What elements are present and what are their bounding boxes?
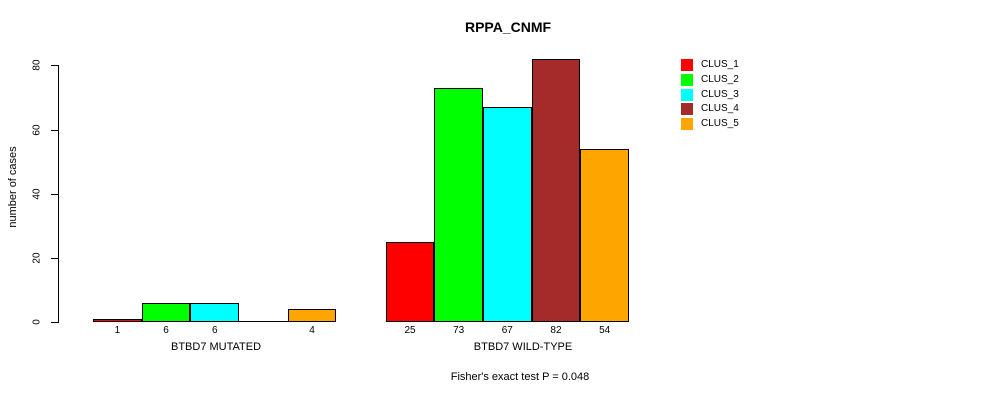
bar-value-label: 25	[404, 325, 416, 336]
bar-value-label: 6	[163, 325, 169, 336]
legend-item-clus_1: CLUS_1	[681, 58, 739, 73]
y-tick-mark	[51, 322, 58, 323]
legend-label: CLUS_2	[701, 74, 739, 86]
bar-clus_5-mutated	[287, 309, 337, 322]
legend-swatch-clus_1	[681, 59, 693, 72]
y-axis-line	[58, 65, 59, 323]
bar-clus_2-mutated	[141, 302, 191, 322]
y-tick-mark	[51, 257, 58, 259]
x-group-label-mutated: BTBD7 MUTATED	[170, 341, 262, 353]
legend: CLUS_1 CLUS_2 CLUS_3 CLUS_4 CLUS_5	[681, 58, 739, 131]
fisher-test-annotation: Fisher's exact test P = 0.048	[450, 371, 590, 383]
legend-swatch-clus_3	[681, 88, 693, 101]
legend-label: CLUS_5	[701, 118, 739, 130]
bar-value-label: 1	[114, 325, 121, 336]
legend-item-clus_2: CLUS_2	[681, 73, 739, 88]
legend-item-clus_3: CLUS_3	[681, 87, 739, 102]
bar-value-label: 73	[453, 325, 465, 336]
bar-value-label: 54	[599, 325, 611, 336]
legend-item-clus_5: CLUS_5	[681, 117, 739, 132]
bar-value-label: 4	[309, 325, 315, 336]
bar-clus_4-mutated	[239, 321, 288, 322]
legend-label: CLUS_1	[701, 59, 739, 71]
y-tick-label: 80	[31, 59, 43, 71]
bar-clus_2-wildtype	[434, 87, 483, 322]
bar-clus_1-mutated	[93, 318, 142, 322]
y-tick-mark	[51, 129, 58, 131]
legend-swatch-clus_4	[681, 103, 693, 116]
legend-label: CLUS_3	[701, 88, 739, 100]
y-tick-label: 40	[31, 188, 43, 200]
legend-swatch-clus_2	[681, 74, 693, 87]
chart-title: RPPA_CNMF	[464, 19, 552, 35]
bar-clus_1-wildtype	[385, 241, 435, 322]
legend-label: CLUS_4	[701, 103, 739, 115]
bar-value-label: 6	[211, 325, 218, 336]
x-group-label-wildtype: BTBD7 WILD-TYPE	[473, 341, 573, 353]
y-tick-label: 60	[31, 123, 43, 136]
y-tick-mark	[51, 65, 58, 67]
bar-clus_3-mutated	[190, 302, 240, 322]
bar-clus_4-wildtype	[531, 58, 581, 322]
bar-clus_5-wildtype	[580, 148, 629, 322]
bar-value-label: 82	[550, 325, 562, 336]
y-tick-label: 0	[31, 319, 43, 325]
bar-clus_3-wildtype	[483, 107, 532, 322]
y-axis-label: number of cases	[7, 146, 19, 228]
y-tick-mark	[51, 193, 58, 195]
y-tick-label: 20	[31, 252, 43, 264]
legend-item-clus_4: CLUS_4	[681, 102, 739, 117]
bar-value-label: 67	[501, 325, 513, 336]
legend-swatch-clus_5	[681, 118, 693, 131]
